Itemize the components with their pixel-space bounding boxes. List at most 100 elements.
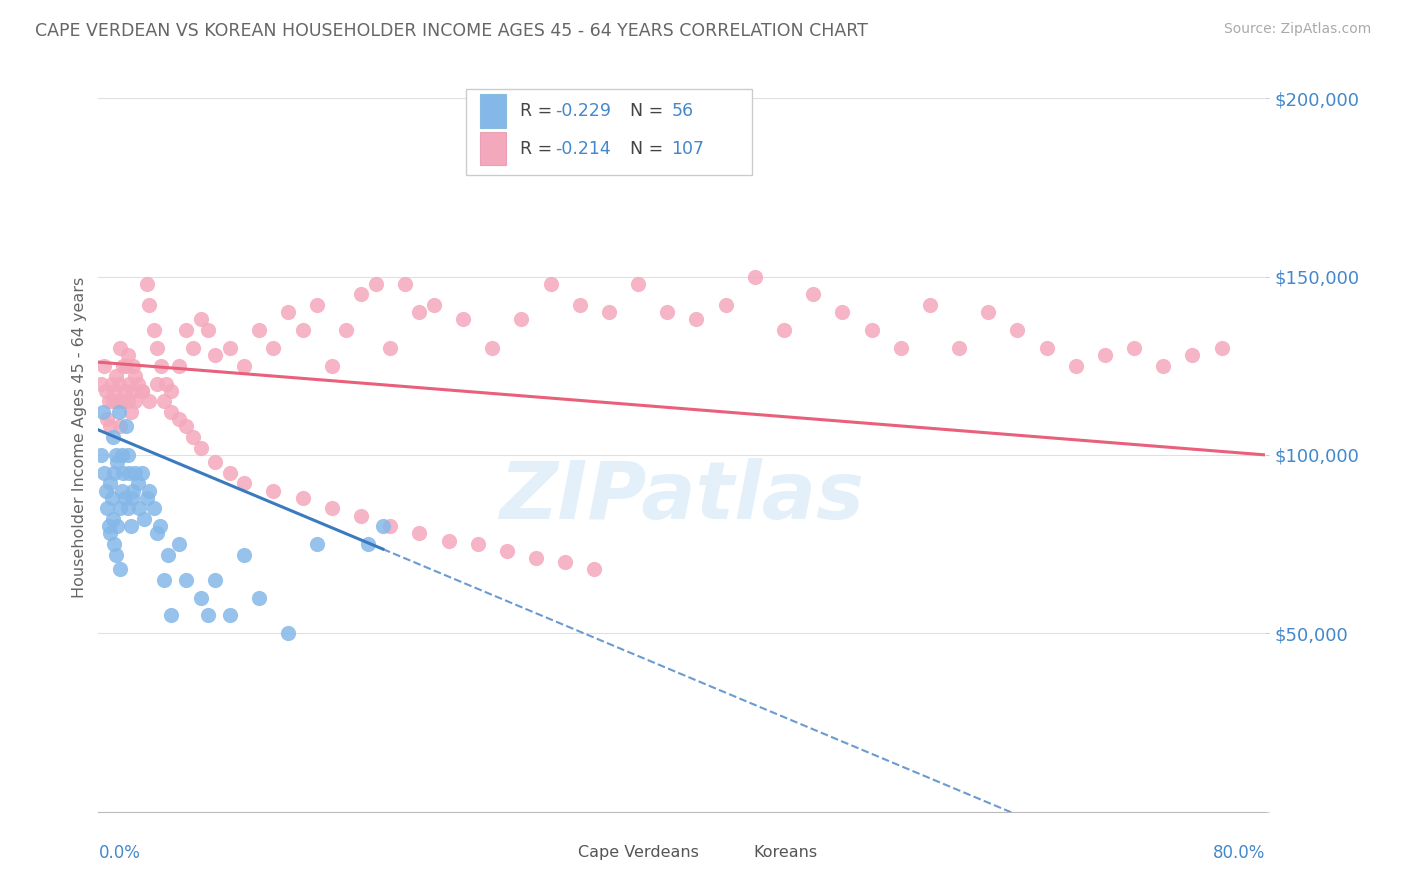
- Point: [423, 298, 446, 312]
- Point: [860, 323, 883, 337]
- Text: 0.0%: 0.0%: [98, 844, 141, 862]
- Point: [1211, 341, 1233, 355]
- Point: [481, 341, 503, 355]
- Point: [111, 448, 134, 462]
- Point: [598, 305, 620, 319]
- Point: [190, 591, 212, 605]
- Point: [277, 626, 299, 640]
- Point: [131, 384, 153, 398]
- Point: [657, 305, 679, 319]
- Point: [146, 526, 169, 541]
- Point: [114, 384, 136, 398]
- Point: [167, 412, 190, 426]
- Point: [307, 537, 329, 551]
- Point: [394, 277, 416, 291]
- Point: [918, 298, 941, 312]
- Point: [100, 491, 122, 505]
- Point: [115, 419, 138, 434]
- Point: [291, 323, 314, 337]
- Point: [218, 608, 240, 623]
- Point: [380, 341, 402, 355]
- Point: [118, 466, 141, 480]
- Point: [167, 359, 190, 373]
- Bar: [548, 841, 568, 865]
- Point: [138, 394, 160, 409]
- Point: [247, 591, 270, 605]
- Point: [291, 491, 314, 505]
- Point: [801, 287, 824, 301]
- Point: [1094, 348, 1116, 362]
- Point: [117, 394, 139, 409]
- Point: [262, 341, 284, 355]
- Text: Koreans: Koreans: [754, 846, 817, 861]
- Point: [105, 519, 128, 533]
- Point: [437, 533, 460, 548]
- Bar: [723, 841, 744, 865]
- Point: [357, 537, 380, 551]
- Point: [831, 305, 853, 319]
- Point: [262, 483, 284, 498]
- Point: [150, 359, 173, 373]
- Point: [153, 394, 176, 409]
- Point: [583, 562, 606, 576]
- Point: [142, 323, 165, 337]
- Point: [948, 341, 970, 355]
- Point: [371, 519, 394, 533]
- Point: [233, 359, 256, 373]
- Point: [233, 476, 256, 491]
- Point: [218, 341, 240, 355]
- Point: [120, 405, 142, 419]
- Point: [108, 405, 131, 419]
- Point: [197, 323, 219, 337]
- Point: [350, 508, 373, 523]
- Point: [103, 466, 125, 480]
- Point: [1181, 348, 1204, 362]
- Point: [335, 323, 357, 337]
- Point: [380, 519, 402, 533]
- Point: [98, 476, 121, 491]
- Point: [114, 491, 136, 505]
- Point: [91, 405, 114, 419]
- Point: [94, 483, 117, 498]
- Point: [138, 298, 160, 312]
- Point: [111, 483, 134, 498]
- Point: [233, 548, 256, 562]
- Point: [121, 491, 143, 505]
- Point: [890, 341, 912, 355]
- Text: R =: R =: [520, 140, 557, 158]
- Point: [307, 298, 329, 312]
- Point: [197, 608, 219, 623]
- Point: [132, 512, 155, 526]
- Point: [96, 501, 118, 516]
- Point: [321, 359, 343, 373]
- Point: [135, 491, 157, 505]
- Point: [108, 376, 131, 391]
- Text: R =: R =: [520, 103, 557, 120]
- Point: [160, 608, 183, 623]
- Point: [127, 376, 149, 391]
- Point: [93, 359, 115, 373]
- Point: [1152, 359, 1174, 373]
- Point: [1007, 323, 1029, 337]
- Text: -0.214: -0.214: [555, 140, 610, 158]
- Point: [174, 323, 197, 337]
- Point: [93, 466, 115, 480]
- Point: [540, 277, 562, 291]
- Point: [181, 430, 204, 444]
- Point: [97, 519, 120, 533]
- Point: [122, 359, 145, 373]
- Point: [350, 287, 373, 301]
- Point: [121, 384, 143, 398]
- Point: [112, 466, 135, 480]
- Point: [142, 501, 165, 516]
- Point: [97, 394, 120, 409]
- Point: [510, 312, 533, 326]
- Text: -0.229: -0.229: [555, 103, 610, 120]
- Point: [110, 562, 132, 576]
- Point: [120, 519, 142, 533]
- Point: [204, 455, 226, 469]
- Text: N =: N =: [619, 140, 669, 158]
- Point: [181, 341, 204, 355]
- Point: [714, 298, 737, 312]
- Point: [98, 526, 121, 541]
